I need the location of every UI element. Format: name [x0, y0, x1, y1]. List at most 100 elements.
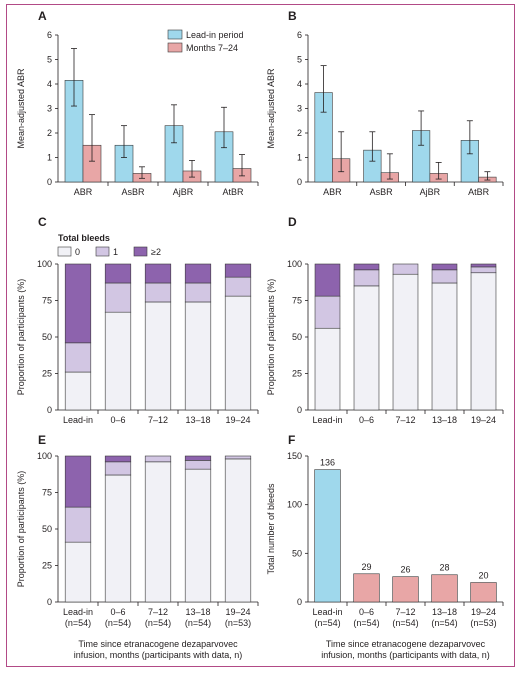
stacked-segment [314, 327, 341, 411]
y-tick-label: 25 [292, 369, 302, 379]
y-tick-label: 5 [297, 55, 302, 65]
stacked-segment [184, 282, 212, 303]
stacked-segment [184, 468, 212, 603]
x-tick-label: 19–24 [225, 415, 250, 425]
data-label: 20 [478, 571, 488, 581]
stacked-segment [144, 263, 172, 284]
y-axis-label: Mean-adjusted ABR [266, 68, 276, 149]
data-label: 136 [320, 458, 335, 468]
figure-frame [6, 4, 515, 667]
y-tick-label: 6 [297, 30, 302, 40]
x-tick-label: 0–6 (n=54) [105, 607, 131, 628]
stacked-segment [64, 342, 92, 373]
y-tick-label: 100 [287, 259, 302, 269]
x-tick-label: 13–18 (n=54) [185, 607, 211, 628]
y-tick-label: 1 [47, 153, 52, 163]
bar [314, 469, 341, 603]
legend-swatch [57, 246, 72, 257]
x-tick-label: Lead-in [312, 415, 342, 425]
legend-swatch [167, 42, 183, 53]
x-tick-label: 19–24 (n=53) [470, 607, 496, 628]
stacked-segment [470, 263, 497, 268]
y-tick-label: 0 [47, 405, 52, 415]
stacked-segment [470, 266, 497, 274]
x-tick-label: Lead-in [63, 415, 93, 425]
stacked-segment [144, 282, 172, 303]
y-axis-label: Proportion of participants (%) [266, 279, 276, 396]
panel-letter: C [38, 215, 47, 229]
stacked-segment [104, 311, 132, 411]
x-tick-label: 7–12 [148, 415, 168, 425]
y-tick-label: 75 [292, 296, 302, 306]
y-tick-label: 50 [42, 524, 52, 534]
stacked-segment [392, 263, 419, 275]
panel-e: E 0 25 50 75 100 Proportion of participants (%… [16, 433, 259, 660]
legend-swatch [133, 246, 148, 257]
y-tick-label: 25 [42, 369, 52, 379]
bar [431, 574, 458, 603]
y-tick-label: 50 [292, 332, 302, 342]
stacked-segment [104, 263, 132, 284]
x-tick-label: 0–6 (n=54) [353, 607, 379, 628]
y-axis-label: Proportion of participants (%) [16, 471, 26, 588]
stacked-segment [224, 295, 252, 411]
stacked-segment [144, 461, 172, 603]
y-tick-label: 150 [287, 451, 302, 461]
x-tick-label: AjBR [173, 187, 194, 197]
legend-label: Lead-in period [186, 30, 244, 40]
stacked-segment [144, 455, 172, 463]
stacked-segment [64, 371, 92, 411]
legend-label: ≥2 [151, 247, 161, 257]
panel-letter: E [38, 433, 46, 447]
stacked-segment [353, 269, 380, 287]
x-tick-label: AtBR [468, 187, 490, 197]
x-tick-label: AsBR [121, 187, 145, 197]
data-label: 29 [361, 562, 371, 572]
stacked-segment [314, 263, 341, 297]
y-tick-label: 100 [37, 259, 52, 269]
stacked-segment [224, 455, 252, 460]
x-tick-label: 0–6 [110, 415, 125, 425]
stacked-segment [64, 455, 92, 508]
stacked-segment [104, 474, 132, 603]
bar [392, 576, 419, 603]
data-label: 28 [439, 563, 449, 573]
x-tick-label: 7–12 [395, 415, 415, 425]
y-tick-label: 1 [297, 153, 302, 163]
stacked-segment [224, 276, 252, 297]
x-tick-label: 13–18 [185, 415, 210, 425]
stacked-segment [184, 263, 212, 284]
y-tick-label: 0 [297, 405, 302, 415]
x-tick-label: AtBR [222, 187, 244, 197]
legend-title: Total bleeds [58, 233, 110, 243]
y-tick-label: 3 [297, 104, 302, 114]
y-tick-label: 0 [297, 597, 302, 607]
y-axis-label: Mean-adjusted ABR [16, 68, 26, 149]
y-tick-label: 0 [47, 597, 52, 607]
bar [470, 582, 497, 603]
legend-swatch [167, 29, 183, 40]
y-tick-label: 75 [42, 296, 52, 306]
x-tick-label: AjBR [420, 187, 441, 197]
y-tick-label: 3 [47, 104, 52, 114]
stacked-segment [64, 541, 92, 603]
y-tick-label: 2 [297, 128, 302, 138]
stacked-segment [224, 458, 252, 603]
y-tick-label: 50 [42, 332, 52, 342]
panel-a: A 0 1 2 3 4 5 6 Mean-adjusted ABR ABR AsBR AjBR AtBR… [16, 9, 259, 197]
stacked-segment [224, 263, 252, 278]
x-tick-label: Lead-in (n=54) [312, 607, 342, 628]
y-tick-label: 50 [292, 548, 302, 558]
panel-c: C 0 25 50 75 100 Proportion of participants (%… [16, 215, 259, 425]
x-tick-label: 19–24 [471, 415, 496, 425]
x-tick-label: 7–12 (n=54) [145, 607, 171, 628]
legend-label: 0 [75, 247, 80, 257]
stacked-segment [104, 282, 132, 313]
stacked-segment [104, 461, 132, 476]
stacked-segment [64, 506, 92, 543]
bar [353, 573, 380, 603]
stacked-segment [431, 269, 458, 284]
y-axis-label: Proportion of participants (%) [16, 279, 26, 396]
y-tick-label: 4 [297, 79, 302, 89]
